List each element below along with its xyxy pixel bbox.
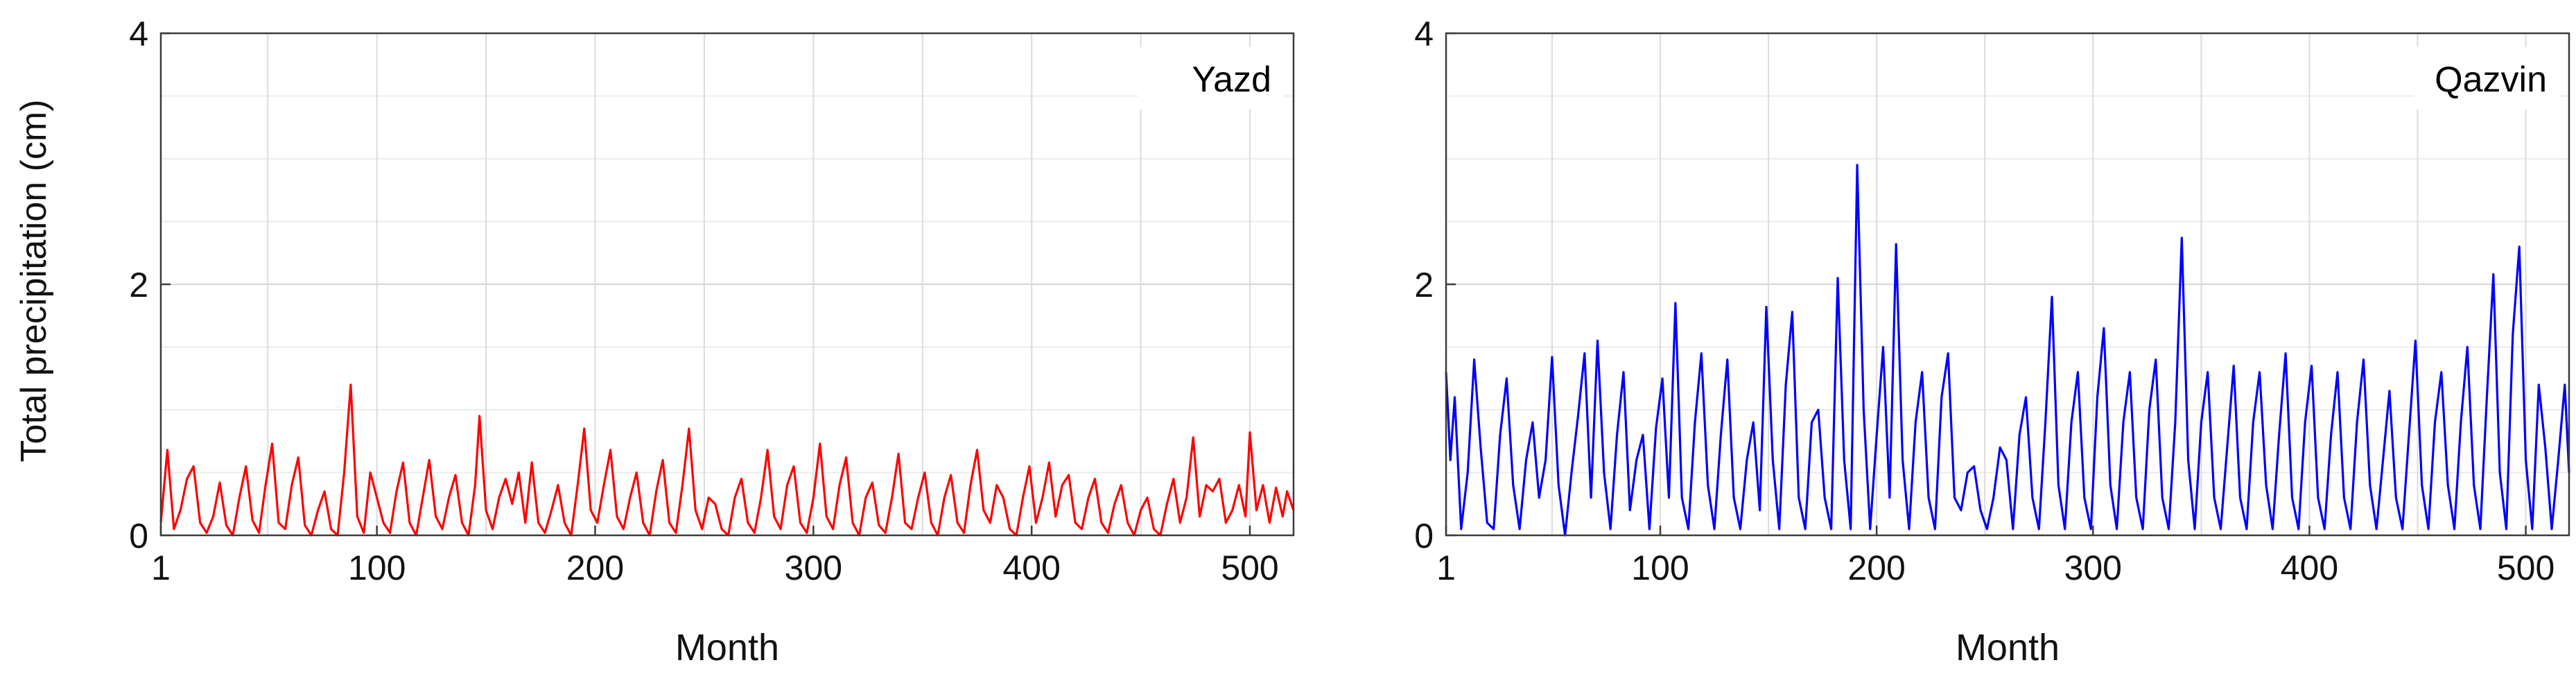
y-axis-label: Total precipitation (cm) <box>14 99 54 462</box>
legend-label: Qazvin <box>2435 60 2547 100</box>
x-tick-label: 200 <box>566 548 624 587</box>
x-tick-label: 300 <box>2064 548 2122 587</box>
y-tick-label: 0 <box>1414 517 1434 555</box>
x-axis-label: Month <box>1956 627 2060 668</box>
chart-qazvin: 0 2 4 1 100 200 300 400 500 Month Qazvin <box>1414 15 2570 668</box>
y-tick-label: 0 <box>129 517 148 555</box>
y-tick-label: 4 <box>1414 15 1434 53</box>
legend-box <box>2414 47 2559 110</box>
x-tick-label: 100 <box>348 548 406 587</box>
y-tick-label: 2 <box>129 266 148 304</box>
legend-label: Yazd <box>1192 60 1271 100</box>
x-axis-label: Month <box>675 627 779 668</box>
chart-yazd: 0 2 4 1 100 200 300 400 500 Month Yazd <box>129 15 1295 668</box>
y-tick-label: 4 <box>129 15 148 53</box>
x-tick-label: 200 <box>1847 548 1905 587</box>
series-line-qazvin <box>1445 164 2570 537</box>
x-tick-label: 1 <box>151 548 171 587</box>
x-tick-label: 1 <box>1436 548 1456 587</box>
y-tick-label: 2 <box>1414 266 1434 304</box>
x-tick-label: 500 <box>2497 548 2555 587</box>
x-tick-label: 300 <box>785 548 842 587</box>
x-tick-label: 100 <box>1631 548 1689 587</box>
x-tick-label: 500 <box>1221 548 1278 587</box>
x-tick-label: 400 <box>2281 548 2338 587</box>
legend-box <box>1138 47 1284 110</box>
x-tick-label: 400 <box>1002 548 1060 587</box>
